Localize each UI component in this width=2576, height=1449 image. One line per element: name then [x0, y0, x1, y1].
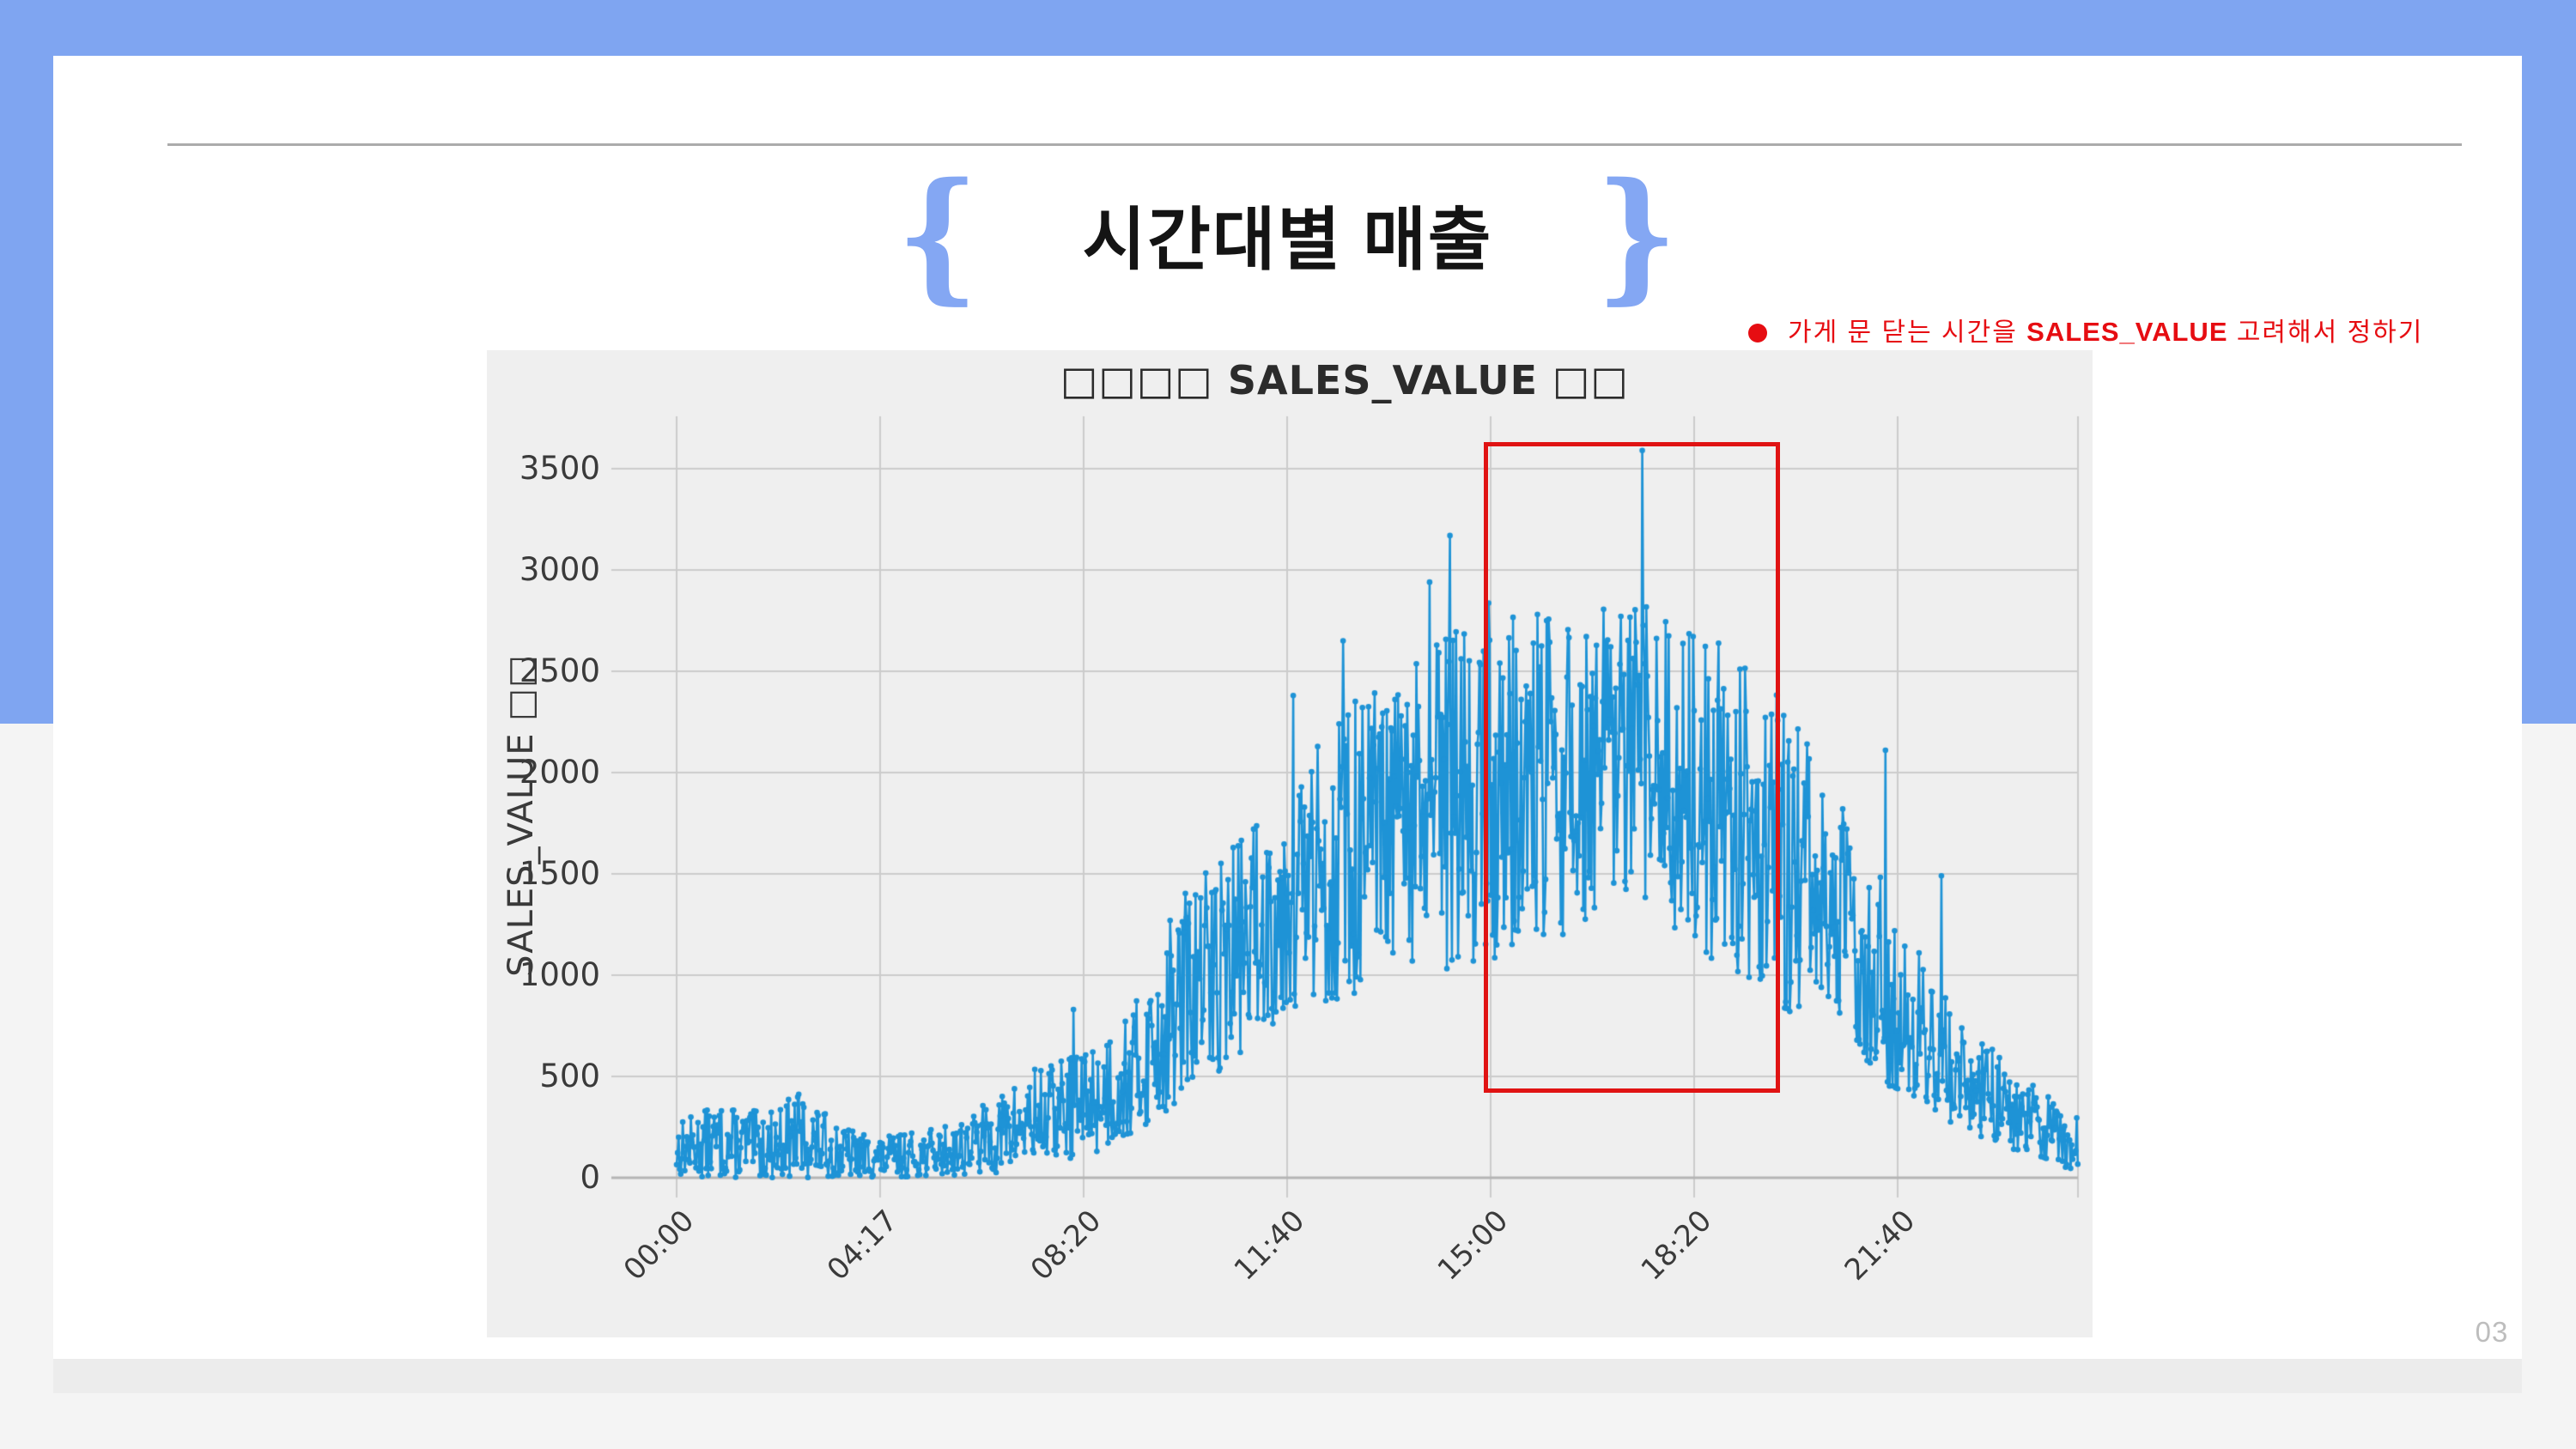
title-row: { 시간대별 매출 }: [53, 151, 2522, 318]
annotation-prefix: 가게 문 닫는 시간을: [1788, 318, 2027, 347]
y-tick-label: 2000: [519, 754, 600, 791]
bullet-dot-icon: [1748, 324, 1767, 343]
sales-chart-figure: □□□□ SALES_VALUE □□ SALES_VALUE □□ 0 500 1…: [487, 350, 2093, 1337]
right-brace-decoration: }: [1595, 151, 1679, 318]
page-number: 03: [2475, 1316, 2509, 1348]
y-tick-label: 0: [580, 1159, 600, 1196]
slide-title: 시간대별 매출: [1082, 202, 1493, 278]
highlight-box: [1483, 442, 1780, 1093]
y-tick-label: 3500: [519, 450, 600, 487]
next-slide-strip: [53, 1359, 2522, 1393]
slide-card: { 시간대별 매출 } 가게 문 닫는 시간을 SALES_VALUE 고려해서…: [53, 56, 2522, 1359]
y-tick-label: 1000: [519, 956, 600, 993]
top-divider-line: [167, 143, 2462, 146]
y-tick-label: 500: [539, 1058, 600, 1094]
y-axis-label: SALES_VALUE □□: [501, 654, 541, 977]
y-tick-label: 3000: [519, 551, 600, 588]
annotation-highlight: SALES_VALUE: [2026, 317, 2228, 347]
left-brace-decoration: {: [896, 151, 980, 318]
y-tick-label: 1500: [519, 855, 600, 892]
chart-title: □□□□ SALES_VALUE □□: [1060, 357, 1629, 403]
annotation-text: 가게 문 닫는 시간을 SALES_VALUE 고려해서 정하기: [1788, 313, 2543, 352]
y-tick-label: 2500: [519, 652, 600, 689]
annotation-suffix: 고려해서 정하기: [2227, 318, 2424, 347]
sales-chart-canvas: [487, 350, 2093, 1337]
